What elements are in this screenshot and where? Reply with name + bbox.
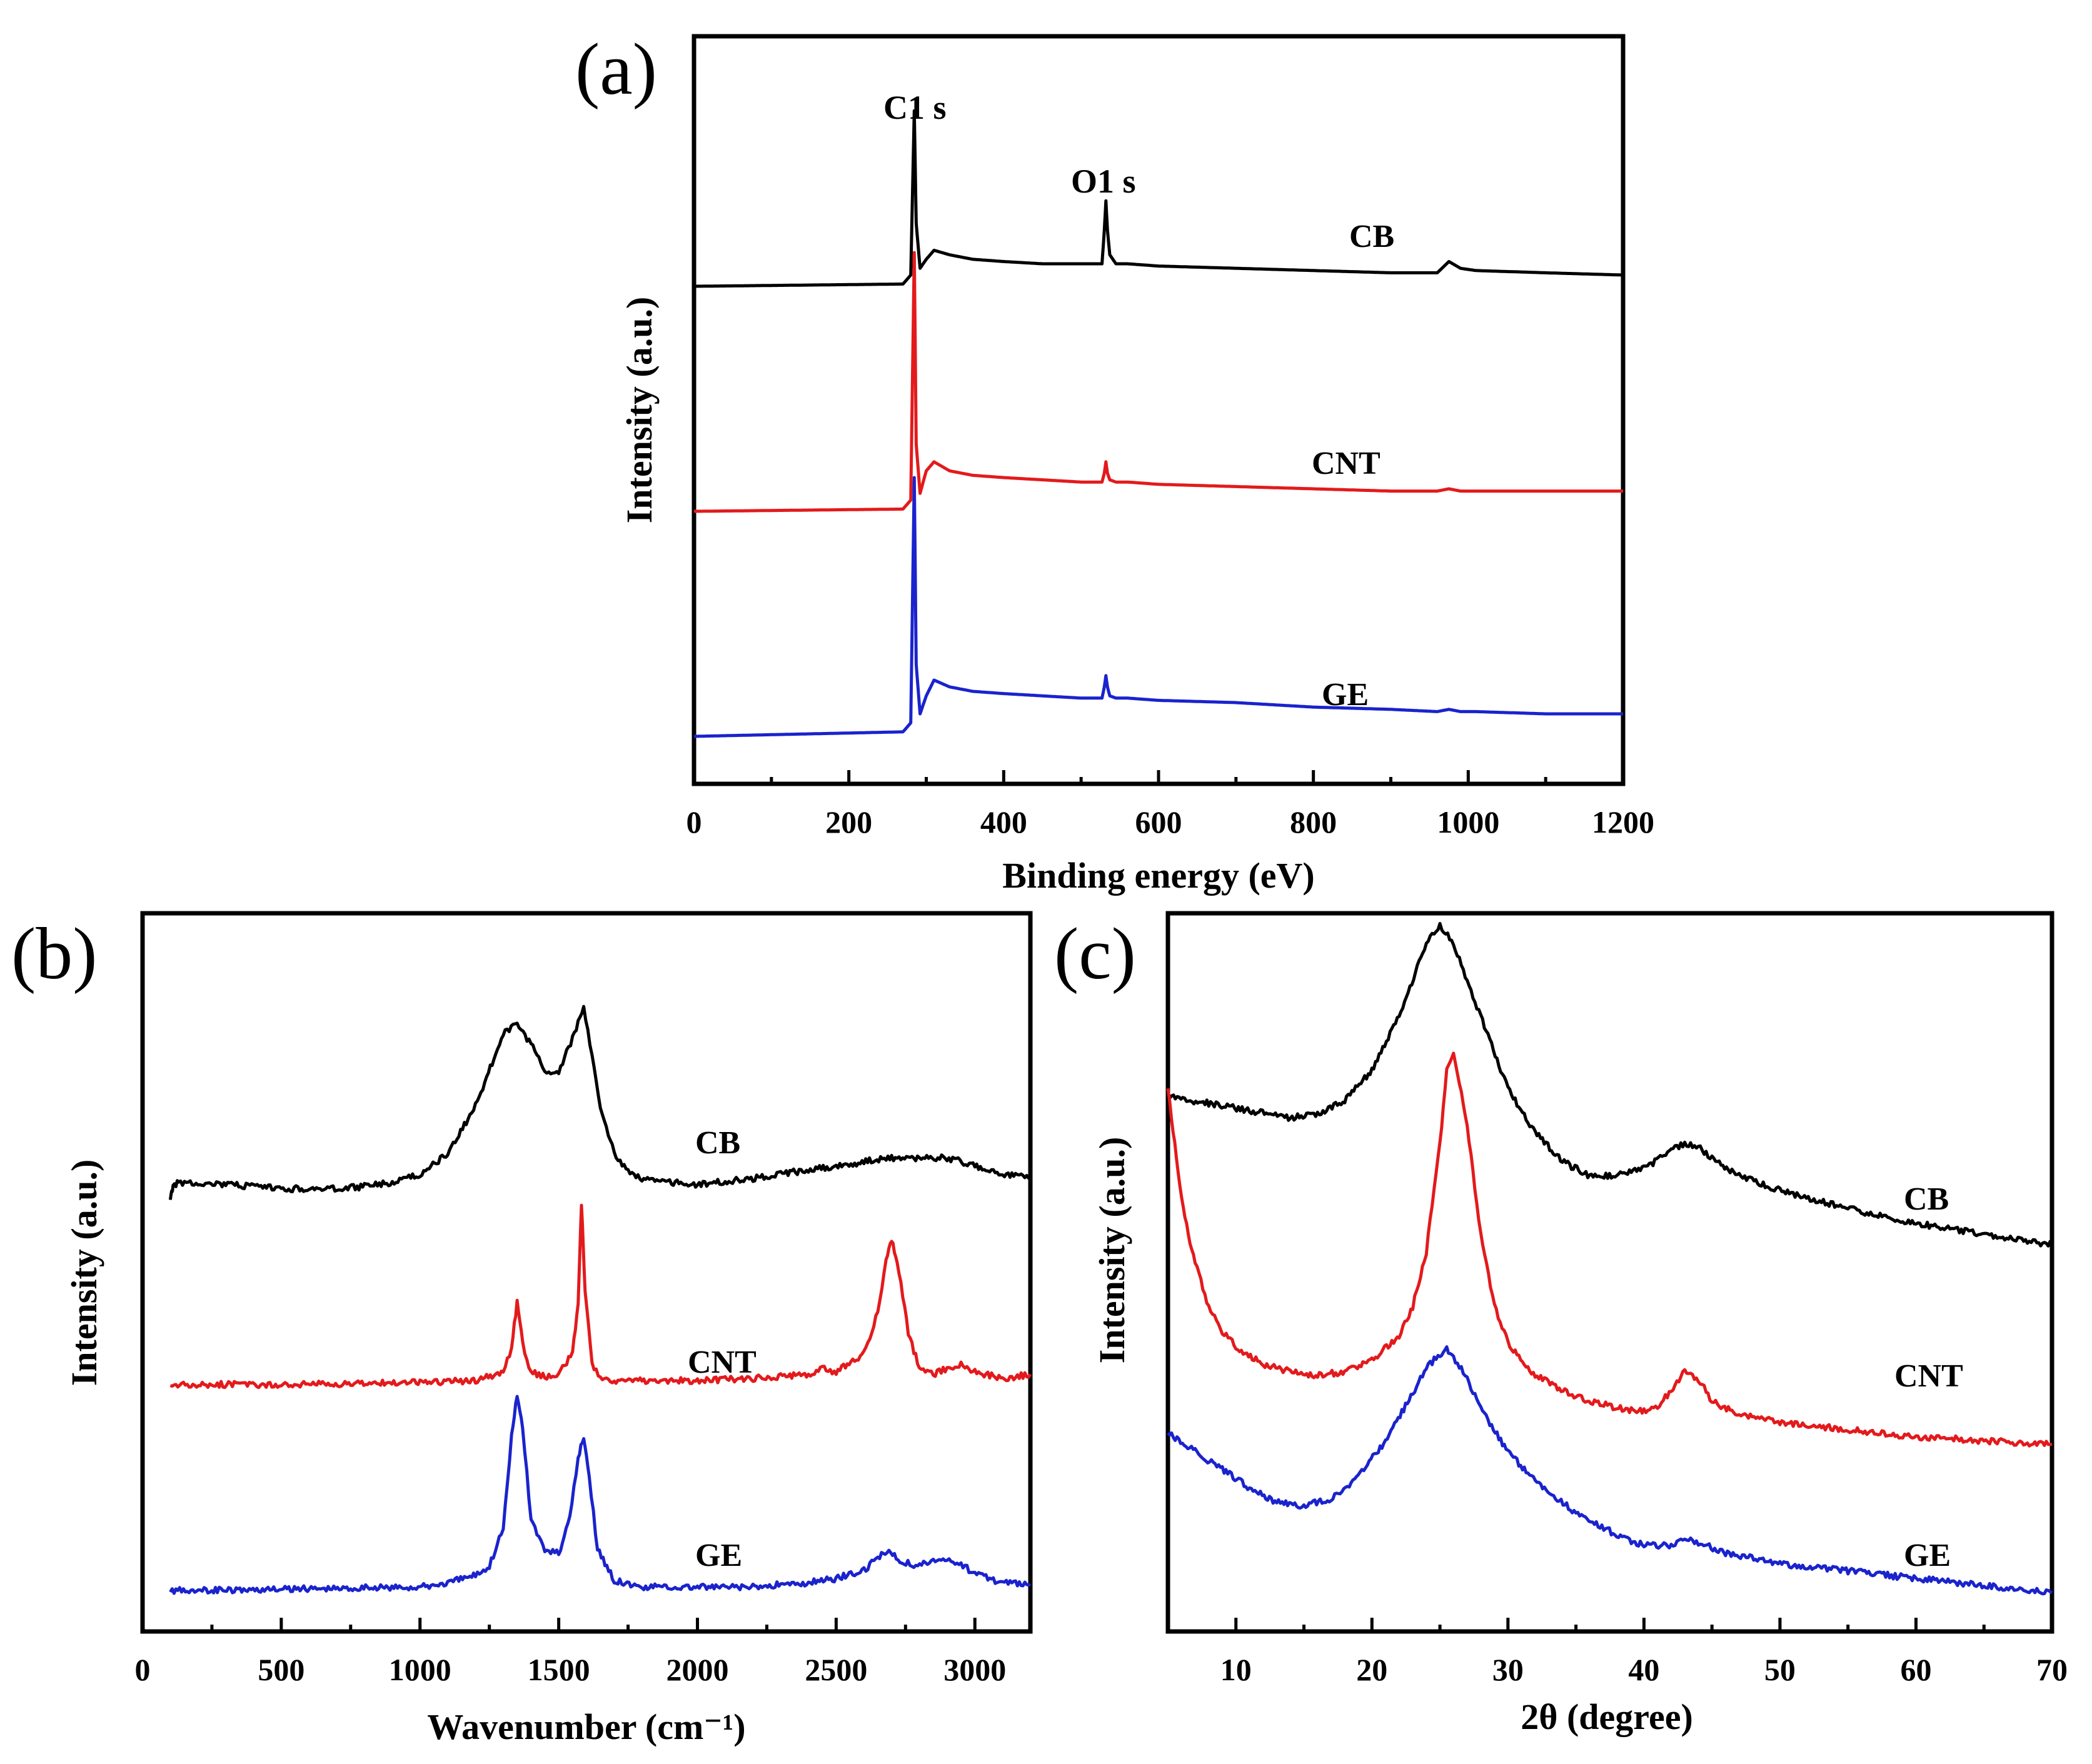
panel-b-xtick-label: 0 bbox=[135, 1652, 151, 1687]
panel-b-label-cb: CB bbox=[695, 1125, 740, 1161]
o1s-peak-label: O1 s bbox=[1071, 163, 1136, 200]
panel-a-xtick-label: 1000 bbox=[1437, 804, 1499, 839]
panel-a-label: (a) bbox=[575, 28, 657, 110]
panel-c-xtick-label: 50 bbox=[1764, 1652, 1796, 1687]
panel-c-xtick-label: 40 bbox=[1628, 1652, 1659, 1687]
panel-b-y-axis-label: Intensity (a.u.) bbox=[64, 1160, 104, 1386]
panel-b-label: (b) bbox=[11, 913, 98, 995]
panel-c: (c) 10 20 30 40 50 60 70 CB CNT GE 2θ (degree) I… bbox=[1054, 911, 2068, 1737]
panel-a-trace-cb bbox=[694, 109, 1624, 288]
panel-a-label-cb: CB bbox=[1349, 219, 1394, 254]
panel-b-trace-cb bbox=[168, 1005, 1031, 1200]
panel-b-x-ticks: 0 500 1000 1500 2000 2500 3000 bbox=[135, 1618, 1006, 1687]
panel-c-x-axis-label: 2θ (degree) bbox=[1521, 1696, 1693, 1737]
panel-b-xtick-label: 2500 bbox=[805, 1652, 867, 1687]
panel-b: (b) 0 500 1000 1500 2000 2500 3000 CB CNT GE Wav… bbox=[11, 911, 1033, 1747]
panel-b-xtick-label: 3000 bbox=[943, 1652, 1006, 1687]
panel-c-x-ticks: 10 20 30 40 50 60 70 bbox=[1166, 1618, 2068, 1687]
panel-a-plot-frame bbox=[691, 34, 1626, 786]
panel-a-xtick-label: 800 bbox=[1290, 804, 1337, 839]
panel-a-xtick-label: 200 bbox=[825, 804, 872, 839]
panel-a-y-axis-label: Intensity (a.u.) bbox=[619, 297, 660, 524]
panel-a-xtick-label: 400 bbox=[980, 804, 1027, 839]
panel-c-label-cb: CB bbox=[1904, 1181, 1949, 1217]
panel-a: (a) 0 200 400 600 800 1000 1200 CB CNT GE C1 s O… bbox=[575, 28, 1654, 896]
panel-c-trace-cnt bbox=[1166, 1051, 2053, 1448]
panel-c-trace-ge bbox=[1167, 1345, 2053, 1596]
panel-a-xtick-label: 600 bbox=[1135, 804, 1182, 839]
panel-a-trace-cnt bbox=[694, 251, 1623, 513]
panel-b-series-labels: CB CNT GE bbox=[688, 1125, 757, 1573]
panel-c-label-cnt: CNT bbox=[1894, 1358, 1963, 1394]
panel-b-x-axis-label-text: Wavenumber (cm⁻¹) bbox=[427, 1706, 745, 1747]
panel-c-xtick-label: 20 bbox=[1356, 1652, 1387, 1687]
panel-a-xtick-label: 1200 bbox=[1592, 804, 1654, 839]
panel-c-xtick-label: 70 bbox=[2036, 1652, 2068, 1687]
panel-b-xtick-label: 500 bbox=[258, 1652, 304, 1687]
panel-b-label-cnt: CNT bbox=[688, 1345, 757, 1380]
panel-b-xtick-label: 1500 bbox=[528, 1652, 590, 1687]
panel-c-trace-cb bbox=[1167, 921, 2054, 1248]
panel-a-trace-ge bbox=[693, 476, 1623, 738]
panel-b-xtick-label: 1000 bbox=[389, 1652, 451, 1687]
panel-a-traces bbox=[693, 109, 1624, 738]
panel-b-label-ge: GE bbox=[695, 1538, 742, 1573]
c1s-peak-label: C1 s bbox=[883, 89, 947, 126]
panel-a-label-cnt: CNT bbox=[1312, 446, 1380, 481]
panel-c-xtick-label: 60 bbox=[1900, 1652, 1931, 1687]
panel-c-traces bbox=[1166, 921, 2054, 1596]
panel-b-traces bbox=[168, 1005, 1032, 1595]
panel-b-plot-frame bbox=[140, 911, 1033, 1634]
panel-b-trace-ge bbox=[169, 1395, 1031, 1595]
panel-a-x-axis-label: Binding energy (eV) bbox=[1002, 855, 1314, 896]
panel-a-series-labels: CB CNT GE bbox=[1312, 219, 1394, 713]
panel-c-xtick-label: 10 bbox=[1220, 1652, 1252, 1687]
panel-c-label-ge: GE bbox=[1904, 1538, 1951, 1573]
panel-a-label-ge: GE bbox=[1322, 677, 1369, 713]
panel-c-series-labels: CB CNT GE bbox=[1894, 1181, 1963, 1573]
panel-b-x-axis-label: Wavenumber (cm⁻¹) bbox=[427, 1706, 745, 1747]
panel-b-xtick-label: 2000 bbox=[666, 1652, 729, 1687]
panel-a-xtick-label: 0 bbox=[686, 804, 702, 839]
panel-c-xtick-label: 30 bbox=[1492, 1652, 1524, 1687]
panel-c-y-axis-label: Intensity (a.u.) bbox=[1092, 1137, 1132, 1364]
panel-b-trace-cnt bbox=[169, 1203, 1032, 1390]
panel-a-x-ticks: 0 200 400 600 800 1000 1200 bbox=[686, 770, 1654, 839]
panel-c-label: (c) bbox=[1054, 913, 1136, 995]
panel-c-plot-frame bbox=[1165, 911, 2054, 1634]
